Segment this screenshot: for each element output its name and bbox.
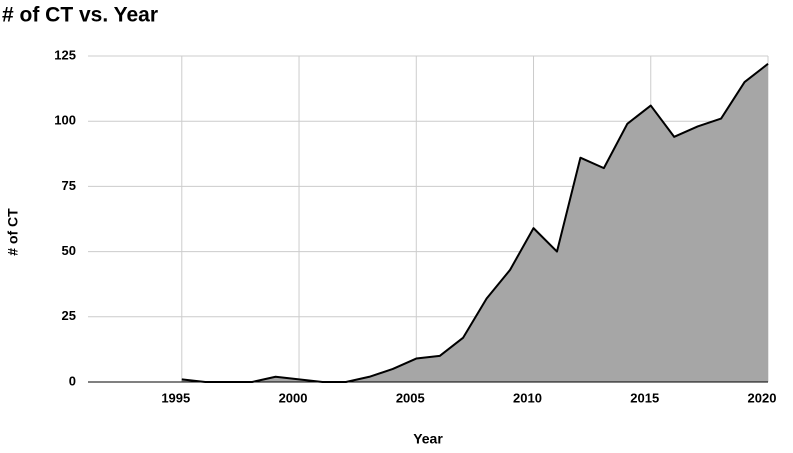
y-axis-label: # of CT [5,208,21,256]
x-tick-label: 2005 [396,390,425,405]
y-tick-label: 75 [62,178,76,193]
x-axis-label: Year [413,431,443,447]
x-tick-label: 2020 [748,390,777,405]
area-line [181,63,769,383]
x-tick-label: 2015 [630,390,659,405]
x-tick-label: 2010 [513,390,542,405]
y-tick-label: 50 [62,243,76,258]
area-fill [181,63,769,382]
y-tick-label: 25 [62,308,76,323]
y-tick-label: 100 [54,113,76,128]
x-tick-label: 1995 [161,390,190,405]
chart-title: # of CT vs. Year [2,4,158,27]
x-tick-label: 2000 [279,390,308,405]
y-tick-label: 125 [54,47,76,62]
y-tick-label: 0 [69,373,76,388]
